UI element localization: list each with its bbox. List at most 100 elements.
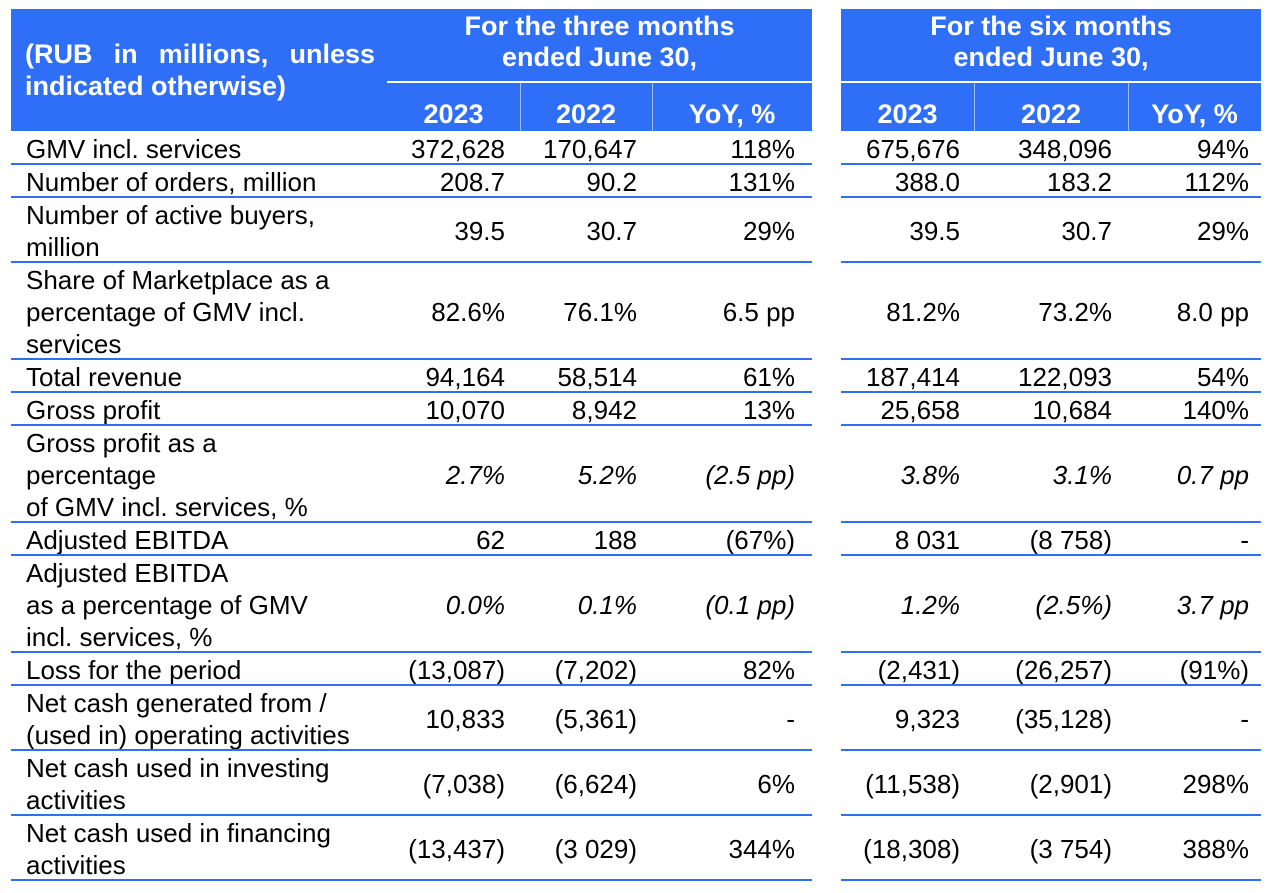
row-value: 6%: [757, 769, 795, 799]
row-label-line: services: [26, 329, 122, 359]
row-value: 76.1%: [563, 297, 637, 327]
row-value: 73.2%: [1038, 297, 1112, 327]
row-label-line: (used in) operating activities: [26, 720, 350, 750]
row-value: 344%: [728, 834, 796, 864]
row-value: 388%: [1182, 834, 1250, 864]
row-label-line: million: [26, 232, 100, 262]
table-row: Net cash used in financing activities (13,…: [0, 816, 1280, 881]
row-label-line: Loss for the period: [26, 655, 242, 685]
column-header-2023: 2023: [877, 99, 938, 129]
row-value: (13,437): [408, 834, 505, 864]
row-value: (7,038): [422, 769, 505, 799]
row-value: 10,833: [425, 704, 505, 734]
row-value: 30.7: [586, 216, 637, 246]
row-divider: [11, 684, 812, 686]
column-header-2022: 2022: [555, 99, 617, 129]
row-label-line: activities: [26, 785, 126, 815]
row-value: 298%: [1182, 769, 1250, 799]
row-value: 3.7 pp: [1176, 590, 1249, 620]
row-divider: [841, 684, 1261, 686]
group-title: For the six months ended June 30,: [930, 11, 1172, 72]
table-row: Number of active buyers, million 39.5 30.7 2…: [0, 198, 1280, 263]
row-value: (35,128): [1015, 704, 1112, 734]
row-value: (67%): [725, 525, 795, 555]
row-label-line: Number of active buyers,: [26, 200, 316, 230]
row-divider: [841, 879, 1261, 881]
row-value: 1.2%: [900, 590, 960, 620]
row-label: Number of active buyers, million: [26, 199, 315, 263]
row-value: 0.0%: [445, 590, 505, 620]
header-group-six-months: For the six months ended June 30, 2023 2…: [841, 9, 1261, 131]
header-divider: [841, 81, 1261, 83]
column-header-yoy: YoY, %: [1151, 99, 1238, 129]
row-value: -: [1240, 525, 1249, 555]
row-value: 94%: [1196, 134, 1249, 164]
row-divider: [11, 391, 812, 393]
row-value: (11,538): [865, 769, 960, 799]
row-divider: [841, 554, 1261, 556]
row-value: 3.1%: [1052, 460, 1112, 490]
row-divider: [11, 521, 812, 523]
column-header-2022: 2022: [1020, 99, 1082, 129]
row-divider: [841, 521, 1261, 523]
row-value: 54%: [1196, 362, 1249, 392]
row-value: 25,658: [880, 395, 960, 425]
row-value: (91%): [1179, 655, 1249, 685]
row-value: 183.2: [1046, 167, 1112, 197]
row-value: 29%: [1196, 216, 1249, 246]
row-value: 3.8%: [900, 460, 960, 490]
row-value: 10,070: [425, 395, 505, 425]
row-value: 10,684: [1032, 395, 1112, 425]
row-value: 6.5 pp: [722, 297, 795, 327]
table-row: Adjusted EBITDA as a percentage of GMV inc…: [0, 556, 1280, 653]
row-value: 388.0: [894, 167, 960, 197]
column-divider: [652, 83, 653, 131]
table-row: Share of Marketplace as a percentage of G…: [0, 263, 1280, 360]
row-value: 94,164: [425, 362, 505, 392]
row-value: 8,942: [571, 395, 637, 425]
row-label-line: activities: [26, 850, 126, 880]
row-label-line: incl. services, %: [26, 622, 213, 652]
row-value: 39.5: [909, 216, 960, 246]
row-value: (2,901): [1029, 769, 1112, 799]
row-label-line: Share of Marketplace as a: [26, 265, 330, 295]
row-value: 13%: [742, 395, 795, 425]
row-value: (0.1 pp): [705, 590, 795, 620]
row-divider: [11, 879, 812, 881]
group-title: For the three months ended June 30,: [464, 11, 735, 72]
row-label: Net cash generated from / (used in) opera…: [26, 687, 350, 751]
row-divider: [841, 424, 1261, 426]
row-label-line: Total revenue: [26, 362, 183, 392]
row-value: 122,093: [1018, 362, 1112, 392]
table-row: Net cash generated from / (used in) opera…: [0, 686, 1280, 751]
table-header-units: (RUB in millions, unless indicated other…: [11, 9, 387, 131]
row-value: 170,647: [543, 134, 637, 164]
row-value: (2.5 pp): [705, 460, 795, 490]
row-label-line: Adjusted EBITDA: [26, 525, 229, 555]
row-value: 0.1%: [577, 590, 637, 620]
row-divider: [841, 814, 1261, 816]
row-label: Number of orders, million: [26, 166, 316, 198]
row-divider: [841, 749, 1261, 751]
row-value: (2,431): [877, 655, 960, 685]
row-value: 131%: [728, 167, 796, 197]
row-label: Adjusted EBITDA as a percentage of GMV inc…: [26, 557, 308, 653]
table-row: GMV incl. services 372,628 170,647 118% 675,…: [0, 132, 1280, 165]
row-value: 58,514: [557, 362, 637, 392]
row-label: Loss for the period: [26, 654, 241, 686]
units-label: (RUB in millions, unless indicated other…: [25, 39, 375, 101]
row-value: 82.6%: [431, 297, 505, 327]
row-divider: [11, 424, 812, 426]
row-value: 0.7 pp: [1176, 460, 1249, 490]
row-value: 81.2%: [886, 297, 960, 327]
row-divider: [11, 196, 812, 198]
column-divider: [974, 83, 975, 131]
row-value: 2.7%: [445, 460, 505, 490]
row-divider: [841, 391, 1261, 393]
row-divider: [11, 261, 812, 263]
row-label-line: Gross profit as a: [26, 428, 217, 458]
table-row: Net cash used in investing activities (7,0…: [0, 751, 1280, 816]
row-value: 30.7: [1061, 216, 1112, 246]
row-value: -: [786, 704, 795, 734]
row-divider: [841, 651, 1261, 653]
